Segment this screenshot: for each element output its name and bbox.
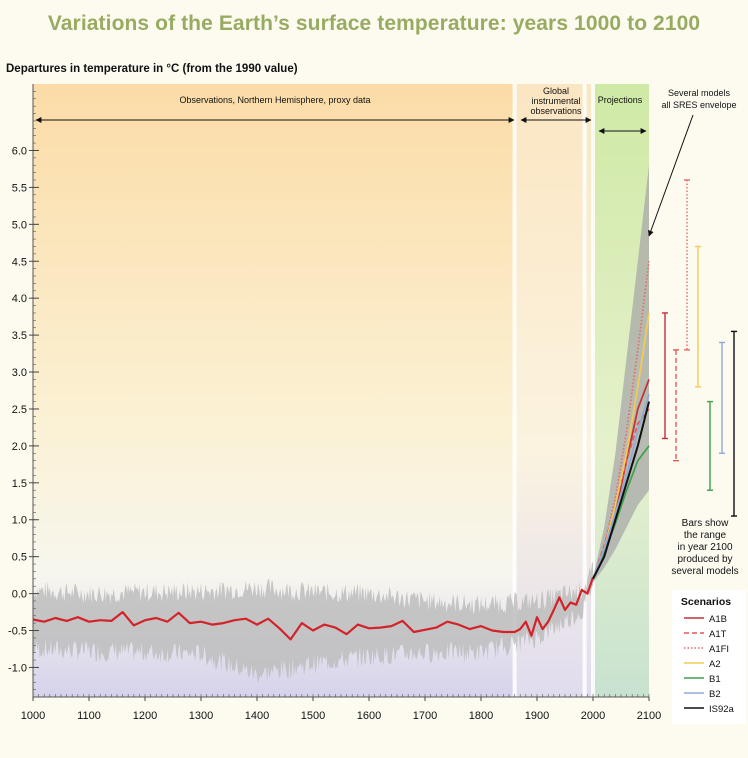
legend-label-a1t: A1T <box>709 629 727 640</box>
y-tick-label: 0.0 <box>12 589 27 601</box>
series-line-b1 <box>592 445 650 580</box>
period-label-instrumental: Global <box>543 86 569 96</box>
uncertainty-band <box>33 562 593 684</box>
legend-box <box>672 590 746 724</box>
chart-title: Variations of the Earth’s surface temper… <box>47 12 701 35</box>
y-axis-label: Departures in temperature in °C (from th… <box>6 63 298 75</box>
series-line-b2 <box>592 393 650 580</box>
y-tick-label: -0.5 <box>8 626 27 638</box>
legend-label-b2: B2 <box>709 689 721 700</box>
y-tick-label: 6.0 <box>12 145 27 157</box>
annotation-several-models: all SRES envelope <box>661 100 736 110</box>
y-tick-label: 4.0 <box>12 293 27 305</box>
annotation-bars-note: produced by <box>677 554 732 565</box>
y-tick-label: 0.5 <box>12 552 27 564</box>
legend-label-a2: A2 <box>709 659 721 670</box>
y-tick-label: 1.0 <box>12 515 27 527</box>
period-label-instrumental: instrumental <box>531 96 580 106</box>
x-tick-label: 1200 <box>133 710 157 722</box>
annotation-bars-note: the range <box>684 530 727 541</box>
period-label-projections: Projections <box>598 95 643 105</box>
legend-label-is92a: IS92a <box>709 704 735 715</box>
period-separator <box>582 84 587 697</box>
x-tick-label: 1600 <box>357 710 381 722</box>
period-label-observations: Observations, Northern Hemisphere, proxy… <box>179 95 370 105</box>
period-label-instrumental: observations <box>530 106 582 116</box>
legend-title: Scenarios <box>681 596 731 608</box>
y-tick-label: 2.0 <box>12 441 27 453</box>
y-tick-label: -1.0 <box>8 662 27 674</box>
y-tick-label: 5.5 <box>12 182 27 194</box>
x-tick-label: 1500 <box>301 710 325 722</box>
period-separator <box>591 84 595 697</box>
annotation-bars-note: Bars show <box>682 518 729 529</box>
annotation-bars-note: in year 2100 <box>677 542 732 553</box>
x-tick-label: 2100 <box>637 710 661 722</box>
y-tick-label: 5.0 <box>12 219 27 231</box>
annotation-arrow <box>648 114 694 237</box>
x-tick-label: 1900 <box>525 710 549 722</box>
x-tick-label: 2000 <box>581 710 605 722</box>
x-tick-label: 1300 <box>189 710 213 722</box>
legend-label-a1b: A1B <box>709 614 727 625</box>
projection-envelope <box>593 165 649 583</box>
observed-temperature-line <box>32 577 595 641</box>
annotation-bars-note: several models <box>671 566 738 577</box>
x-tick-label: 1700 <box>413 710 437 722</box>
x-tick-label: 1100 <box>77 710 101 722</box>
y-tick-label: 1.5 <box>12 478 27 490</box>
legend-label-a1fi: A1FI <box>709 644 729 655</box>
legend-label-b1: B1 <box>709 674 721 685</box>
y-tick-label: 3.5 <box>12 330 27 342</box>
y-tick-label: 4.5 <box>12 256 27 268</box>
x-tick-label: 1000 <box>21 710 45 722</box>
x-tick-label: 1400 <box>245 710 269 722</box>
y-tick-label: 3.0 <box>12 367 27 379</box>
series-line-is92a <box>592 401 650 580</box>
period-separator <box>512 84 517 697</box>
annotation-several-models: Several models <box>668 88 731 98</box>
y-tick-label: 2.5 <box>12 404 27 416</box>
series-line-a1fi <box>592 261 650 580</box>
x-tick-label: 1800 <box>469 710 493 722</box>
